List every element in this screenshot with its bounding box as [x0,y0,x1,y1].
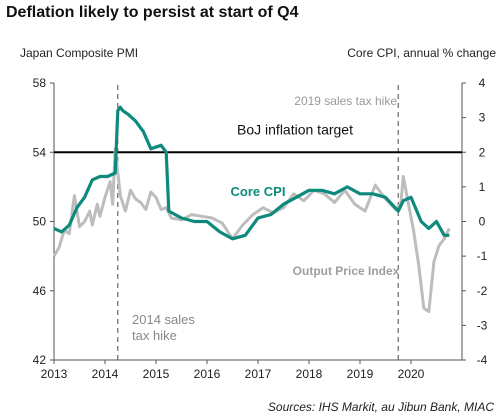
left-tick-label: 46 [33,284,47,298]
annotation-2014-line1: 2014 sales [132,312,195,327]
left-tick-label: 50 [33,215,47,229]
right-tick-label: 1 [479,180,486,194]
source-note: Sources: IHS Markit, au Jibun Bank, MIAC [267,400,494,414]
chart-title: Deflation likely to persist at start of … [6,4,299,21]
boj-target-label: BoJ inflation target [237,121,353,137]
output-price-label: Output Price Index [293,264,400,278]
right-axis-title: Core CPI, annual % change [347,46,496,60]
left-axis-title: Japan Composite PMI [20,46,139,60]
core-cpi-label: Core CPI [231,184,286,199]
left-tick-label: 58 [33,76,47,90]
x-tick-label: 2016 [194,367,221,381]
x-tick-label: 2014 [92,367,119,381]
x-tick-label: 2018 [296,367,323,381]
right-tick-label: -1 [477,249,488,263]
x-tick-label: 2020 [398,367,425,381]
core-cpi-line [53,105,450,241]
right-tick-label: 3 [479,111,486,125]
annotation-2014-line2: tax hike [132,328,177,343]
x-tick-label: 2017 [245,367,272,381]
left-tick-label: 54 [33,145,47,159]
right-tick-label: -2 [477,284,488,298]
right-tick-label: 4 [479,76,486,90]
x-tick-label: 2019 [347,367,374,381]
x-tick-label: 2015 [143,367,170,381]
output-price-index-line [52,147,451,313]
right-tick-label: -4 [477,353,488,367]
x-tick-label: 2013 [41,367,68,381]
right-tick-label: -3 [477,318,488,332]
left-tick-label: 42 [33,353,47,367]
annotation-2019: 2019 sales tax hike [294,94,397,108]
right-tick-label: 0 [479,215,486,229]
right-tick-label: 2 [479,145,486,159]
